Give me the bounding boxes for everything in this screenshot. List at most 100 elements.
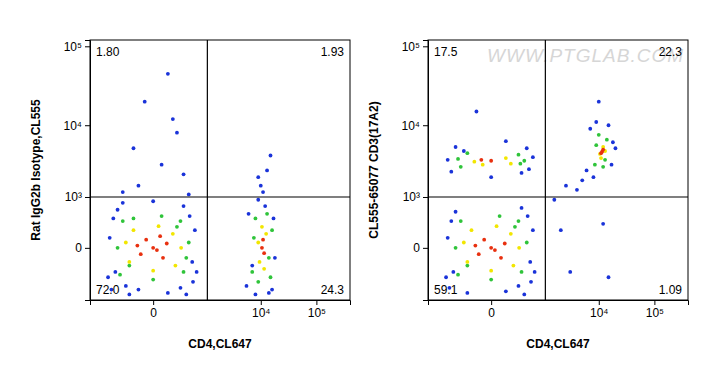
event-point bbox=[520, 270, 524, 274]
tick-label: 10⁴ bbox=[590, 306, 609, 320]
event-point bbox=[179, 246, 183, 250]
event-point bbox=[127, 260, 131, 264]
event-point bbox=[121, 190, 125, 194]
tick-mark bbox=[654, 300, 655, 305]
event-point bbox=[250, 264, 254, 268]
event-point bbox=[465, 291, 469, 295]
event-point bbox=[258, 260, 262, 264]
event-point bbox=[151, 269, 155, 273]
event-point bbox=[132, 228, 136, 232]
event-point bbox=[127, 264, 131, 268]
tick-label: 10⁵ bbox=[64, 40, 82, 54]
event-point bbox=[451, 270, 455, 274]
event-point bbox=[472, 160, 476, 164]
event-point bbox=[611, 140, 615, 144]
event-point bbox=[247, 212, 251, 216]
tick-label: 0 bbox=[488, 306, 495, 320]
tick-mark bbox=[261, 300, 262, 305]
event-point bbox=[459, 165, 463, 169]
event-point bbox=[267, 256, 271, 260]
event-point bbox=[531, 228, 535, 232]
watermark: WWW.PTGLAB.COM bbox=[487, 45, 684, 66]
tick-mark bbox=[423, 248, 428, 249]
figure: 010⁴10⁵010³10⁴10⁵CD4,CL647Rat IgG2b Isot… bbox=[0, 0, 703, 368]
plot-frame bbox=[90, 40, 350, 300]
event-point bbox=[610, 163, 614, 167]
event-point bbox=[454, 145, 458, 149]
tick: 10⁴ bbox=[63, 119, 90, 133]
event-point bbox=[187, 241, 191, 245]
event-point bbox=[171, 117, 175, 121]
tick-label: 0 bbox=[75, 241, 82, 255]
event-point bbox=[462, 149, 466, 153]
event-point bbox=[261, 238, 265, 242]
tick-label: 10⁵ bbox=[646, 306, 664, 320]
event-point bbox=[118, 273, 122, 277]
tick-label: 10⁴ bbox=[63, 119, 82, 133]
event-point bbox=[261, 190, 265, 194]
event-point bbox=[264, 232, 268, 236]
tick: 10³ bbox=[65, 190, 90, 204]
event-point bbox=[462, 241, 466, 245]
event-point bbox=[599, 151, 603, 155]
tick-mark bbox=[423, 46, 428, 47]
event-point bbox=[270, 288, 274, 292]
event-point bbox=[182, 204, 186, 208]
event-point bbox=[517, 246, 521, 250]
quadrant-label: 24.3 bbox=[321, 283, 345, 297]
event-point bbox=[449, 219, 453, 223]
event-point bbox=[522, 159, 526, 163]
event-point bbox=[509, 232, 513, 236]
gate-line bbox=[207, 40, 208, 300]
event-point bbox=[108, 236, 112, 240]
event-point bbox=[456, 273, 460, 277]
quadrant-label: 17.5 bbox=[434, 45, 458, 59]
event-point bbox=[121, 201, 125, 205]
event-point bbox=[465, 260, 469, 264]
event-point bbox=[260, 225, 264, 229]
event-point bbox=[446, 236, 450, 240]
event-point bbox=[473, 244, 477, 248]
event-point bbox=[528, 260, 532, 264]
event-point bbox=[137, 184, 141, 188]
panel: WWW.PTGLAB.COM010⁴10⁵010³10⁴10⁵CD4,CL647… bbox=[367, 40, 689, 351]
event-point bbox=[454, 246, 458, 250]
event-point bbox=[601, 222, 605, 226]
x-axis: 010⁴10⁵ bbox=[91, 300, 351, 320]
x-axis-title: CD4,CL647 bbox=[188, 337, 252, 351]
plot-area bbox=[428, 40, 688, 300]
event-point bbox=[456, 157, 460, 161]
tick: 10⁵ bbox=[646, 300, 664, 320]
event-point bbox=[449, 170, 453, 174]
event-point bbox=[597, 100, 601, 104]
event-point bbox=[144, 238, 148, 242]
chart-container: 010⁴10⁵010³10⁴10⁵CD4,CL647Rat IgG2b Isot… bbox=[0, 0, 703, 368]
y-axis: 0 10³ 10⁴ 10⁵ bbox=[63, 40, 90, 301]
quadrant-label: 22.3 bbox=[659, 45, 683, 59]
x-axis-title: CD4,CL647 bbox=[526, 337, 590, 351]
event-point bbox=[165, 242, 169, 246]
event-point bbox=[269, 275, 273, 279]
event-point bbox=[499, 256, 503, 260]
point-layer bbox=[106, 72, 277, 296]
event-point bbox=[139, 252, 143, 256]
event-point bbox=[525, 146, 529, 150]
event-point bbox=[482, 238, 486, 242]
event-point bbox=[166, 291, 170, 295]
event-point bbox=[250, 270, 254, 274]
event-point bbox=[116, 246, 120, 250]
event-point bbox=[475, 110, 479, 114]
event-point bbox=[132, 146, 136, 150]
tick-label: 10³ bbox=[403, 190, 420, 204]
tick-mark bbox=[85, 248, 90, 249]
event-point bbox=[262, 267, 266, 271]
event-point bbox=[187, 193, 191, 197]
event-point bbox=[533, 270, 537, 274]
gate-line bbox=[428, 196, 688, 197]
event-point bbox=[529, 280, 533, 284]
event-point bbox=[116, 208, 120, 212]
point-layer bbox=[473, 148, 605, 260]
event-point bbox=[256, 241, 260, 245]
event-point bbox=[564, 184, 568, 188]
event-point bbox=[599, 156, 603, 160]
